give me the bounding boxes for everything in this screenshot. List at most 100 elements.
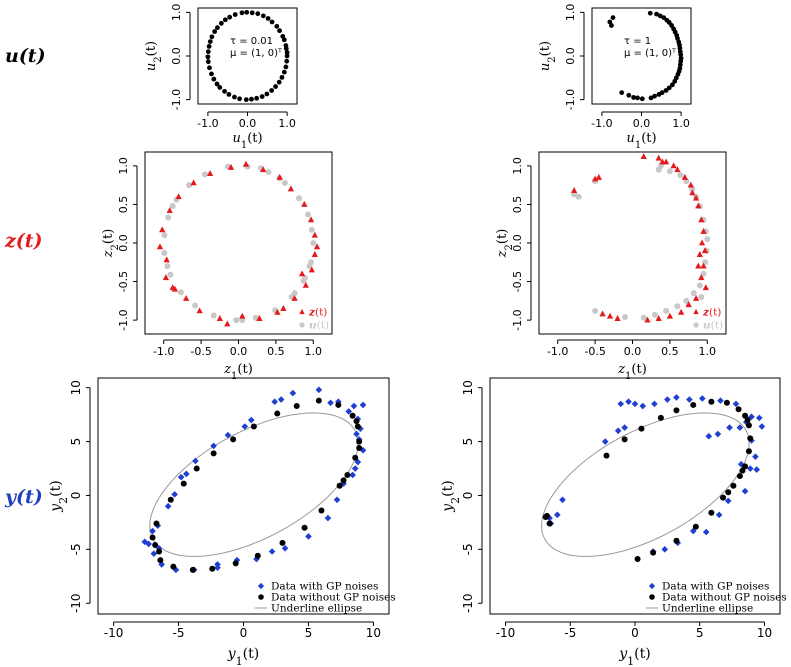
data-point <box>640 314 647 321</box>
y-tick-label: 5 <box>461 438 475 446</box>
data-point <box>277 396 285 403</box>
legend-label: Data without GP noises <box>271 592 396 604</box>
data-point <box>141 538 149 546</box>
data-point <box>335 401 342 408</box>
row-label-z: z(t) <box>4 230 43 252</box>
data-point <box>747 435 754 442</box>
data-point <box>291 294 298 301</box>
data-point <box>651 311 658 318</box>
data-point <box>666 168 673 175</box>
x-axis: -1.0 0.0 1.0 <box>591 111 690 130</box>
data-point <box>281 69 287 75</box>
data-point <box>647 10 653 16</box>
data-point <box>356 445 363 452</box>
data-point <box>657 13 663 19</box>
data-point <box>655 154 662 161</box>
data-point <box>291 290 298 297</box>
data-point <box>638 425 645 432</box>
data-point <box>575 193 582 200</box>
data-point <box>672 78 678 84</box>
data-point <box>673 394 680 401</box>
data-point <box>715 511 723 519</box>
data-point <box>359 401 367 409</box>
data-point <box>669 82 675 88</box>
data-point <box>741 487 749 495</box>
data-point <box>599 310 606 317</box>
data-point <box>232 560 239 567</box>
data-point <box>742 463 749 470</box>
data-point <box>700 227 707 234</box>
panel-y-right: -10 -5 0 5 10 -10 -5 0 5 10 y1(t) y2(t) Data with GP… <box>440 377 787 667</box>
data-point <box>308 226 315 233</box>
data-point <box>708 509 715 516</box>
data-point <box>692 194 700 201</box>
panel-y-left: -10 -5 0 5 10 -10 -5 0 5 10 y1(t) y2(t) Data with GP… <box>48 377 396 667</box>
data-point <box>336 482 343 489</box>
data-point <box>699 395 706 402</box>
data-point <box>617 400 625 408</box>
data-point <box>351 465 359 472</box>
data-point <box>149 534 156 541</box>
data-point <box>249 10 255 16</box>
data-point <box>670 162 677 169</box>
series-triangle <box>156 160 321 327</box>
x-axis: -10 -5 0 5 10 <box>496 621 772 640</box>
x-tick-label: -1.0 <box>591 117 612 130</box>
data-point <box>171 491 178 498</box>
data-point <box>353 418 360 425</box>
data-point <box>349 412 356 419</box>
data-point <box>758 423 766 430</box>
data-point <box>753 466 760 473</box>
data-point <box>609 23 614 28</box>
data-point <box>554 511 561 519</box>
data-point <box>353 430 360 438</box>
data-point <box>701 247 709 254</box>
data-point <box>745 422 752 429</box>
data-point <box>183 294 190 301</box>
y-axis-label: y2(t) <box>48 480 70 512</box>
data-point <box>626 92 632 98</box>
data-point <box>264 91 270 97</box>
x-tick-label: -1.0 <box>153 345 174 358</box>
panel-z-right: -1.0 -0.5 0.0 0.5 1.0 -1.0 -0.5 0.0 0.5 1.0 z1(t) z… <box>495 151 727 382</box>
x-axis-label: y1(t) <box>618 646 650 667</box>
data-point <box>686 396 693 403</box>
legend-label: Underline ellipse <box>662 603 753 615</box>
data-point <box>301 200 308 207</box>
plot-frame <box>197 7 298 105</box>
data-point <box>746 465 754 472</box>
data-point <box>677 172 684 179</box>
data-point <box>222 17 228 23</box>
x-axis-label: y1(t) <box>227 646 259 667</box>
annotation-text: μ = (1, 0)ᵀ <box>230 48 282 59</box>
data-point <box>354 458 362 466</box>
data-point <box>730 482 737 489</box>
data-point <box>333 496 341 504</box>
data-point <box>177 473 185 481</box>
data-point <box>166 207 173 214</box>
annotation-text: μ = (1, 0)ᵀ <box>624 48 676 59</box>
series-triangle <box>571 153 709 323</box>
series-dot <box>149 397 363 573</box>
y-tick-label: -1.0 <box>564 89 577 110</box>
legend: z(t)u(t) <box>299 307 329 332</box>
data-point <box>284 53 290 59</box>
data-point <box>635 95 640 101</box>
data-point <box>614 427 622 435</box>
series-dot <box>205 9 290 103</box>
legend-label: Data with GP noises <box>271 581 378 593</box>
data-point <box>215 25 220 31</box>
data-point <box>254 95 260 101</box>
data-point <box>183 470 190 478</box>
legend-marker <box>299 308 305 315</box>
data-point <box>193 465 200 472</box>
data-point <box>205 54 211 60</box>
data-point <box>631 400 639 408</box>
data-point <box>619 90 625 96</box>
data-point <box>161 250 168 257</box>
data-point <box>284 50 290 55</box>
data-point <box>592 307 599 314</box>
legend-label: u(t) <box>309 320 329 332</box>
data-point <box>279 74 285 80</box>
legend: z(t)u(t) <box>693 307 723 332</box>
